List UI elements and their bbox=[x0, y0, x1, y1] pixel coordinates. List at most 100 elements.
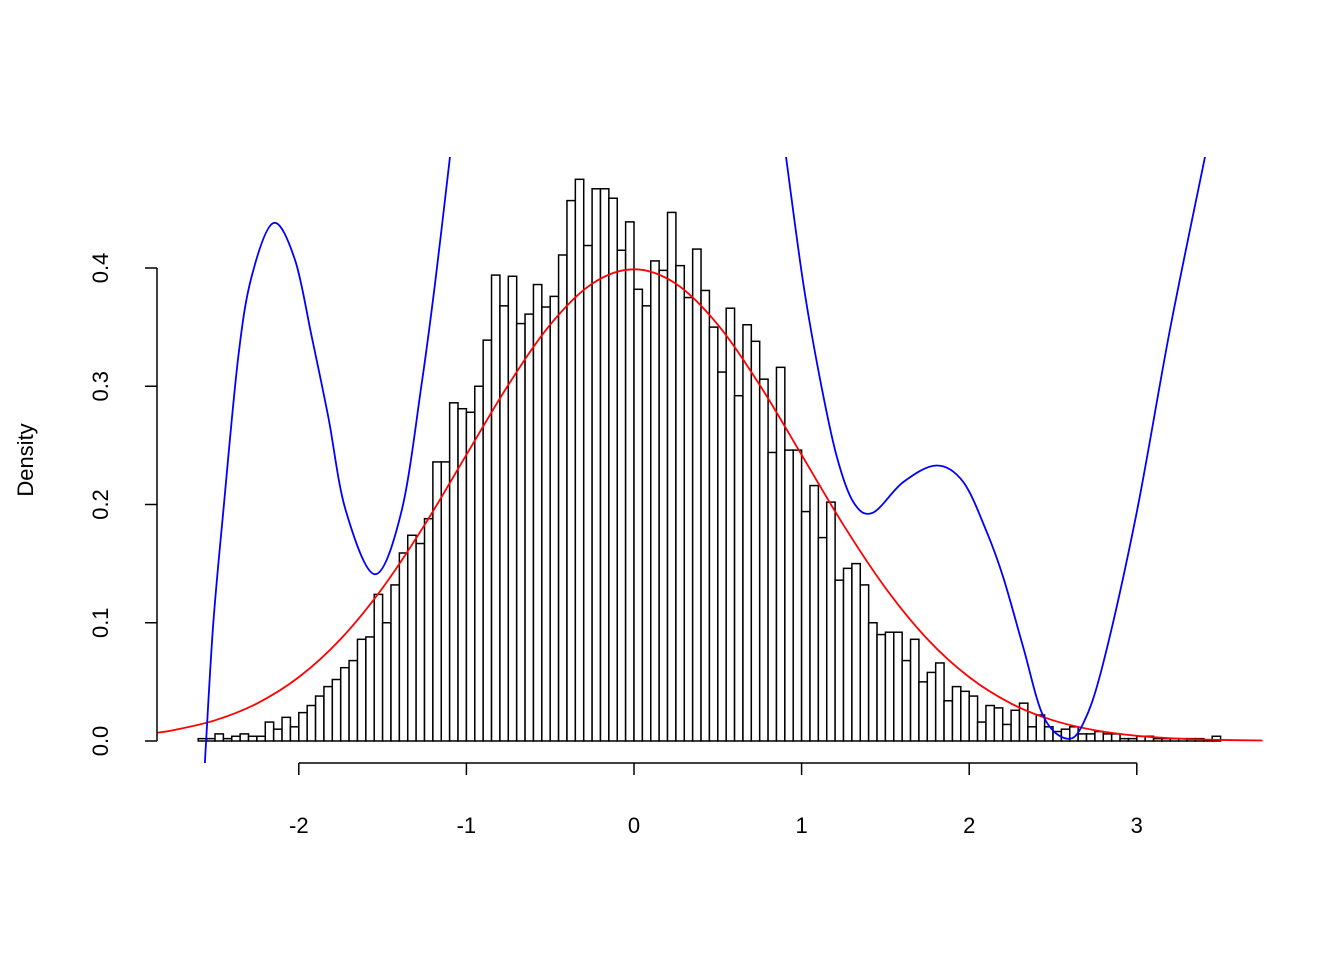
histogram-bar bbox=[968, 695, 979, 742]
histogram-bar bbox=[314, 695, 325, 742]
histogram-bar bbox=[507, 275, 518, 742]
x-tick-label: 1 bbox=[795, 813, 807, 838]
histogram-bar bbox=[214, 733, 225, 742]
histogram-bar bbox=[574, 178, 585, 742]
histogram-bar bbox=[406, 534, 417, 742]
histogram-bar bbox=[298, 711, 308, 742]
histogram-bar bbox=[1027, 726, 1037, 742]
histogram-bar bbox=[247, 735, 258, 742]
histogram-bar bbox=[641, 305, 652, 742]
histogram-bar bbox=[767, 451, 778, 742]
histogram-bar bbox=[1110, 733, 1121, 742]
histogram-bar bbox=[532, 283, 543, 742]
histogram-bar bbox=[281, 716, 292, 742]
histogram-bar bbox=[1102, 733, 1113, 742]
histogram-bar bbox=[541, 306, 551, 742]
histogram-bar bbox=[365, 636, 375, 742]
histogram-bar bbox=[222, 737, 233, 742]
histogram-bar bbox=[566, 199, 577, 742]
histogram-bar bbox=[675, 264, 686, 742]
histogram-bar bbox=[1094, 730, 1105, 742]
histogram-bar bbox=[834, 579, 845, 742]
histogram-bar bbox=[339, 666, 350, 742]
histogram-bar bbox=[348, 659, 359, 742]
histogram-bar bbox=[264, 721, 275, 742]
histogram-bar bbox=[725, 307, 736, 742]
histogram-bar bbox=[1010, 709, 1021, 742]
histogram-bar bbox=[859, 584, 870, 742]
x-tick-label: -1 bbox=[457, 813, 477, 838]
histogram-bar bbox=[381, 622, 392, 742]
histogram-bar bbox=[323, 685, 334, 742]
histogram-bar bbox=[842, 567, 853, 742]
histogram-bar bbox=[901, 659, 912, 742]
histogram-bar bbox=[448, 402, 459, 742]
histogram-bar bbox=[943, 700, 954, 742]
histogram-bar bbox=[960, 690, 970, 742]
y-axis: 0.0 0.1 0.2 0.3 0.4 bbox=[88, 253, 158, 757]
histogram-bar bbox=[742, 324, 753, 742]
histogram-bar bbox=[650, 260, 660, 742]
histogram-bar bbox=[683, 296, 694, 742]
red-density-curve bbox=[157, 268, 1263, 742]
histogram-bar bbox=[373, 593, 384, 742]
x-tick-label: 3 bbox=[1131, 813, 1143, 838]
blue-density-curve bbox=[785, 157, 1206, 740]
histogram-bar bbox=[750, 340, 761, 742]
histogram-bar bbox=[398, 552, 409, 742]
histogram-bar bbox=[700, 289, 711, 742]
histogram-bar bbox=[1211, 735, 1222, 742]
histogram-bar bbox=[876, 633, 887, 742]
histogram-bar bbox=[893, 631, 903, 742]
histogram-bar bbox=[524, 313, 535, 742]
histogram-bar bbox=[909, 638, 920, 742]
histogram-bar bbox=[499, 305, 510, 742]
histogram-bar bbox=[616, 249, 627, 742]
histogram-bars bbox=[197, 178, 1222, 742]
histogram-bar bbox=[1035, 714, 1046, 742]
histogram-bar bbox=[490, 274, 501, 742]
histogram-bar bbox=[934, 662, 945, 742]
x-tick-label: 2 bbox=[963, 813, 975, 838]
histogram-bar bbox=[231, 735, 241, 742]
y-tick-label: 0.0 bbox=[88, 726, 113, 757]
histogram-bar bbox=[993, 707, 1004, 742]
histogram-bar bbox=[1018, 702, 1029, 742]
histogram-bar bbox=[482, 339, 493, 742]
histogram-bar bbox=[549, 295, 560, 742]
histogram-bar bbox=[423, 517, 434, 742]
histogram-bar bbox=[205, 737, 216, 742]
histogram-bar bbox=[884, 631, 895, 742]
histogram-bar bbox=[817, 536, 828, 742]
histogram-bar bbox=[717, 371, 727, 742]
histogram-bar bbox=[582, 244, 593, 742]
histogram-bar bbox=[666, 211, 677, 742]
histogram-bar bbox=[256, 735, 267, 742]
histogram-bar bbox=[926, 671, 937, 742]
histogram-bar bbox=[758, 378, 769, 742]
y-tick-label: 0.2 bbox=[88, 489, 113, 520]
histogram-bar bbox=[465, 411, 476, 742]
histogram-bar bbox=[976, 721, 987, 742]
histogram-bar bbox=[599, 188, 610, 742]
x-tick-label: -2 bbox=[289, 813, 309, 838]
histogram-bar bbox=[1077, 733, 1088, 742]
histogram-bar bbox=[951, 685, 962, 742]
y-tick-label: 0.1 bbox=[88, 607, 113, 638]
histogram-bar bbox=[608, 197, 618, 742]
histogram-bar bbox=[440, 461, 451, 742]
histogram-bar bbox=[851, 562, 862, 742]
histogram-bar bbox=[809, 484, 820, 742]
y-tick-label: 0.4 bbox=[88, 253, 113, 284]
histogram-bar bbox=[792, 449, 803, 742]
histogram-bar bbox=[708, 326, 719, 742]
histogram-bar bbox=[415, 542, 426, 742]
histogram-bar bbox=[356, 638, 367, 742]
histogram-bar bbox=[867, 622, 878, 742]
histogram-bar bbox=[1001, 723, 1012, 742]
histogram-bar bbox=[658, 269, 669, 742]
histogram-bar bbox=[591, 188, 602, 742]
histogram-bar bbox=[390, 584, 401, 742]
histogram-bar bbox=[272, 728, 283, 742]
